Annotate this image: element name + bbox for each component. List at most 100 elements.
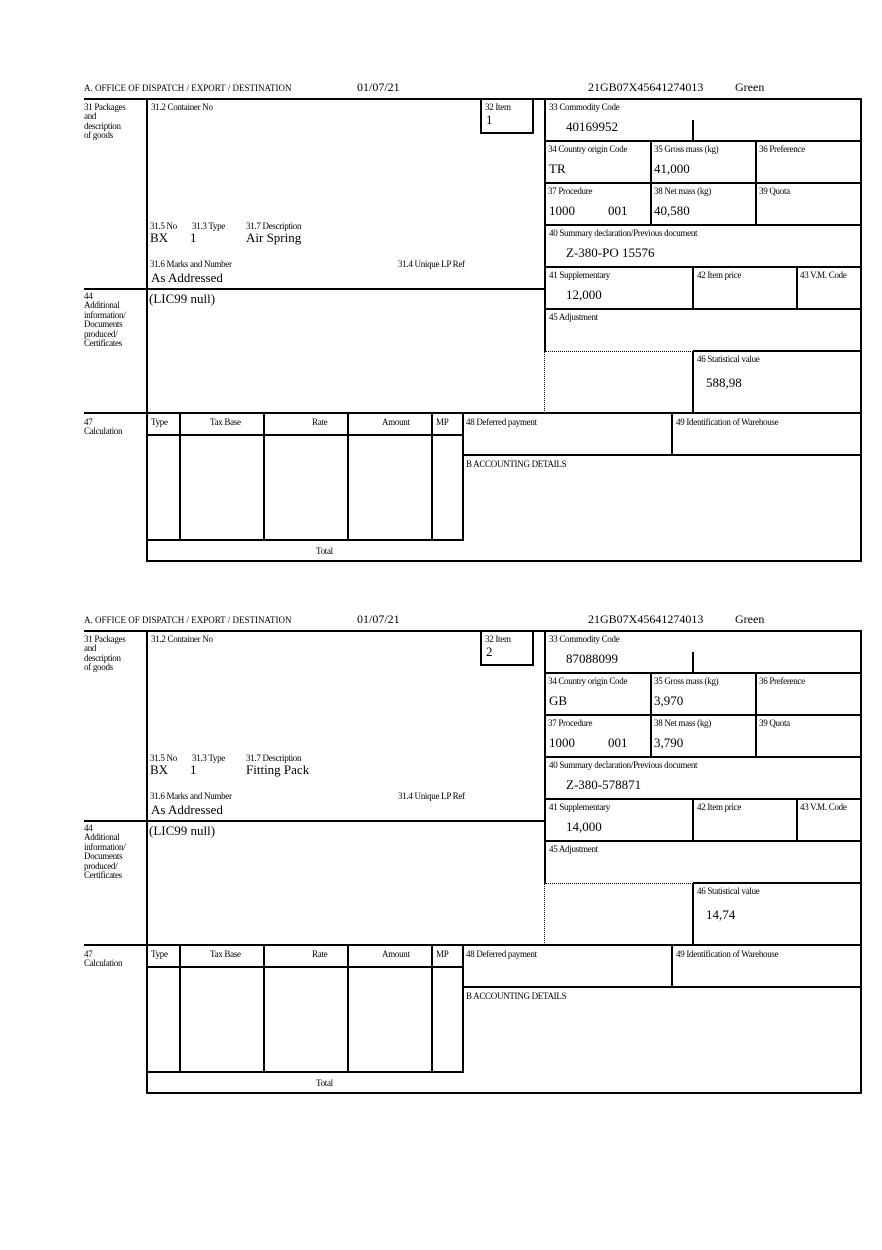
accounting-label: B ACCOUNTING DETAILS <box>466 991 567 1001</box>
procedure-value: 1000 <box>549 735 575 750</box>
no-label: 31.5 No <box>150 753 177 763</box>
form-rule <box>462 945 464 1073</box>
marks-value: As Addressed <box>151 270 223 285</box>
additional-info: (LIC99 null) <box>149 823 216 838</box>
description-label: 31.7 Description <box>246 753 302 763</box>
item-label: 32 Item <box>485 102 511 112</box>
deferred-label: 48 Deferred payment <box>466 417 537 427</box>
gross-mass: 3,970 <box>654 693 684 708</box>
form-rule <box>147 1071 464 1073</box>
form-rule <box>544 631 546 884</box>
form-rule <box>463 454 862 456</box>
customs-declaration-form: A. OFFICE OF DISPATCH / EXPORT / DESTINA… <box>80 612 870 1112</box>
supplementary-label: 41 Supplementary <box>549 802 610 812</box>
calc-tax-base-header: Tax Base <box>210 417 241 427</box>
form-rule <box>480 99 482 134</box>
dotted-rule <box>544 351 545 413</box>
origin-value: GB <box>549 693 568 708</box>
form-rule <box>263 413 265 541</box>
form-rule <box>693 882 862 884</box>
form-rule <box>84 98 862 100</box>
supplementary-value: 12,000 <box>566 287 602 302</box>
form-rule <box>84 630 862 632</box>
procedure-label: 37 Procedure <box>548 718 593 728</box>
form-rule <box>693 350 862 352</box>
preference-label: 36 Preference <box>759 144 805 154</box>
form-rule <box>463 986 862 988</box>
form-rule <box>179 413 181 541</box>
form-rule <box>545 840 862 842</box>
supplementary-label: 41 Supplementary <box>549 270 610 280</box>
box31-label: 31 Packages and description of goods <box>84 634 126 673</box>
form-rule <box>481 664 534 666</box>
form-rule <box>347 945 349 1073</box>
form-rule <box>545 756 862 758</box>
description-label: 31.7 Description <box>246 221 302 231</box>
marks-label: 31.6 Marks and Number <box>150 259 232 269</box>
form-rule <box>692 267 694 310</box>
form-rule <box>545 140 862 142</box>
net-label: 38 Net mass (kg) <box>654 186 711 196</box>
description-value: Fitting Pack <box>246 762 310 777</box>
form-rule <box>755 141 757 226</box>
form-rule <box>860 631 862 1094</box>
summary-label: 40 Summary declaration/Previous document <box>549 760 698 770</box>
form-rule <box>545 224 862 226</box>
marks-label: 31.6 Marks and Number <box>150 791 232 801</box>
form-rule <box>84 412 862 414</box>
calc-amount-header: Amount <box>382 949 410 959</box>
form-rule <box>650 673 652 758</box>
form-rule <box>545 182 862 184</box>
unique-ref-label: 31.4 Unique LP Ref <box>398 791 465 801</box>
form-rule <box>692 351 694 414</box>
procedure-additional: 001 <box>608 203 628 218</box>
form-rule <box>692 652 694 674</box>
additional-info: (LIC99 null) <box>149 291 216 306</box>
vm-code-label: 43 V.M. Code <box>800 270 847 280</box>
previous-document: Z-380-578871 <box>566 777 642 792</box>
origin-label: 34 Country origin Code <box>548 676 628 686</box>
reference-number: 21GB07X45641274013 <box>588 80 704 94</box>
form-rule <box>147 434 464 436</box>
quota-label: 39 Quota <box>759 186 790 196</box>
adjustment-label: 45 Adjustment <box>549 844 598 854</box>
calc-rate-header: Rate <box>312 417 328 427</box>
office-label: A. OFFICE OF DISPATCH / EXPORT / DESTINA… <box>84 83 292 93</box>
box44-label: 44 Additional information/ Documents pro… <box>84 291 126 349</box>
description-value: Air Spring <box>246 230 302 245</box>
form-rule <box>147 1092 862 1094</box>
form-rule <box>147 966 464 968</box>
form-rule <box>481 132 534 134</box>
box47-label: 47 Calculation <box>84 949 123 969</box>
total-label: Total <box>316 1078 333 1088</box>
form-rule <box>532 631 534 666</box>
net-mass: 40,580 <box>654 203 690 218</box>
statistical-label: 46 Statistical value <box>697 886 760 896</box>
type-label: 31.3 Type <box>192 221 226 231</box>
box31-label: 31 Packages and description of goods <box>84 102 126 141</box>
commodity-label: 33 Commodity Code <box>549 634 620 644</box>
form-rule <box>545 308 862 310</box>
form-rule <box>796 267 798 310</box>
form-rule <box>860 99 862 562</box>
dotted-rule <box>544 883 545 945</box>
item-price-label: 42 Item price <box>697 802 742 812</box>
warehouse-label: 49 Identification of Warehouse <box>676 417 779 427</box>
customs-declaration-form: A. OFFICE OF DISPATCH / EXPORT / DESTINA… <box>80 80 870 580</box>
warehouse-label: 49 Identification of Warehouse <box>676 949 779 959</box>
form-rule <box>146 631 148 1094</box>
statistical-value: 14,74 <box>706 907 736 922</box>
package-type: 1 <box>190 230 197 245</box>
calc-rate-header: Rate <box>312 949 328 959</box>
form-rule <box>671 945 673 988</box>
deferred-label: 48 Deferred payment <box>466 949 537 959</box>
total-label: Total <box>316 546 333 556</box>
reference-number: 21GB07X45641274013 <box>588 612 704 626</box>
calc-mp-header: MP <box>436 417 449 427</box>
package-no: BX <box>150 762 169 777</box>
calc-mp-header: MP <box>436 949 449 959</box>
gross-label: 35 Gross mass (kg) <box>654 144 719 154</box>
office-label: A. OFFICE OF DISPATCH / EXPORT / DESTINA… <box>84 615 292 625</box>
form-rule <box>755 673 757 758</box>
dotted-rule <box>545 883 693 884</box>
